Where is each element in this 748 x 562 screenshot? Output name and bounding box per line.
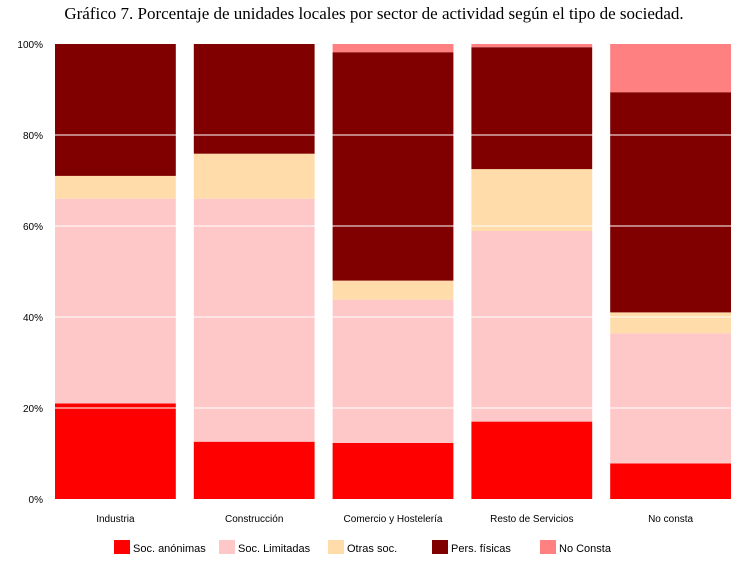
legend-label: Pers. físicas bbox=[451, 543, 511, 555]
x-axis: Industria Construcción Comercio y Hosteler… bbox=[96, 514, 693, 525]
legend-label: No Consta bbox=[559, 543, 612, 555]
bar-segment-1-1 bbox=[55, 403, 176, 499]
y-tick-label: 40% bbox=[23, 313, 43, 324]
legend-label: Soc. anónimas bbox=[133, 543, 206, 555]
y-tick-label: 60% bbox=[23, 222, 43, 233]
bar-segment-4-5 bbox=[610, 92, 731, 313]
legend-label: Soc. Limitadas bbox=[238, 543, 311, 555]
bar-group bbox=[55, 44, 731, 499]
x-tick-label: No consta bbox=[648, 514, 693, 525]
y-tick-label: 80% bbox=[23, 131, 43, 142]
bar-segment-3-4 bbox=[471, 169, 593, 231]
chart-title: Gráfico 7. Porcentaje de unidades locale… bbox=[64, 4, 684, 23]
y-tick-label: 100% bbox=[17, 40, 43, 51]
bar-segment-1-3 bbox=[332, 443, 454, 499]
x-tick-label: Resto de Servicios bbox=[490, 514, 573, 525]
legend-swatch bbox=[114, 540, 130, 554]
bar-segment-5-5 bbox=[610, 44, 731, 93]
bar-segment-4-3 bbox=[332, 52, 454, 281]
bar-segment-5-4 bbox=[471, 44, 593, 48]
legend-swatch bbox=[328, 540, 344, 554]
bar-segment-4-4 bbox=[471, 47, 593, 170]
bar-segment-1-4 bbox=[471, 421, 593, 499]
x-tick-label: Industria bbox=[96, 514, 135, 525]
y-axis: 0% 20% 40% 60% 80% 100% bbox=[17, 40, 43, 506]
bar-segment-2-2 bbox=[193, 198, 315, 442]
bar-segment-4-1 bbox=[55, 44, 176, 176]
bar-segment-2-1 bbox=[55, 198, 176, 404]
bar-segment-2-3 bbox=[332, 299, 454, 443]
bar-segment-2-4 bbox=[471, 231, 593, 422]
legend-label: Otras soc. bbox=[347, 543, 397, 555]
bar-segment-3-5 bbox=[610, 312, 731, 334]
x-tick-label: Comercio y Hostelería bbox=[344, 514, 443, 525]
gridlines bbox=[46, 134, 740, 409]
bar-segment-1-2 bbox=[193, 441, 315, 499]
bar-segment-4-2 bbox=[193, 44, 315, 154]
bar-segment-5-3 bbox=[332, 44, 454, 53]
y-tick-label: 0% bbox=[29, 495, 44, 506]
bar-segment-3-3 bbox=[332, 280, 454, 300]
legend-swatch bbox=[219, 540, 235, 554]
legend-swatch bbox=[432, 540, 448, 554]
y-tick-label: 20% bbox=[23, 404, 43, 415]
bar-segment-3-1 bbox=[55, 175, 176, 199]
x-tick-label: Construcción bbox=[225, 514, 283, 525]
legend: Soc. anónimas Soc. Limitadas Otras soc. Per… bbox=[114, 540, 612, 555]
bar-segment-3-2 bbox=[193, 153, 315, 199]
bar-segment-2-5 bbox=[610, 333, 731, 464]
legend-swatch bbox=[540, 540, 556, 554]
bar-segment-1-5 bbox=[610, 463, 731, 499]
